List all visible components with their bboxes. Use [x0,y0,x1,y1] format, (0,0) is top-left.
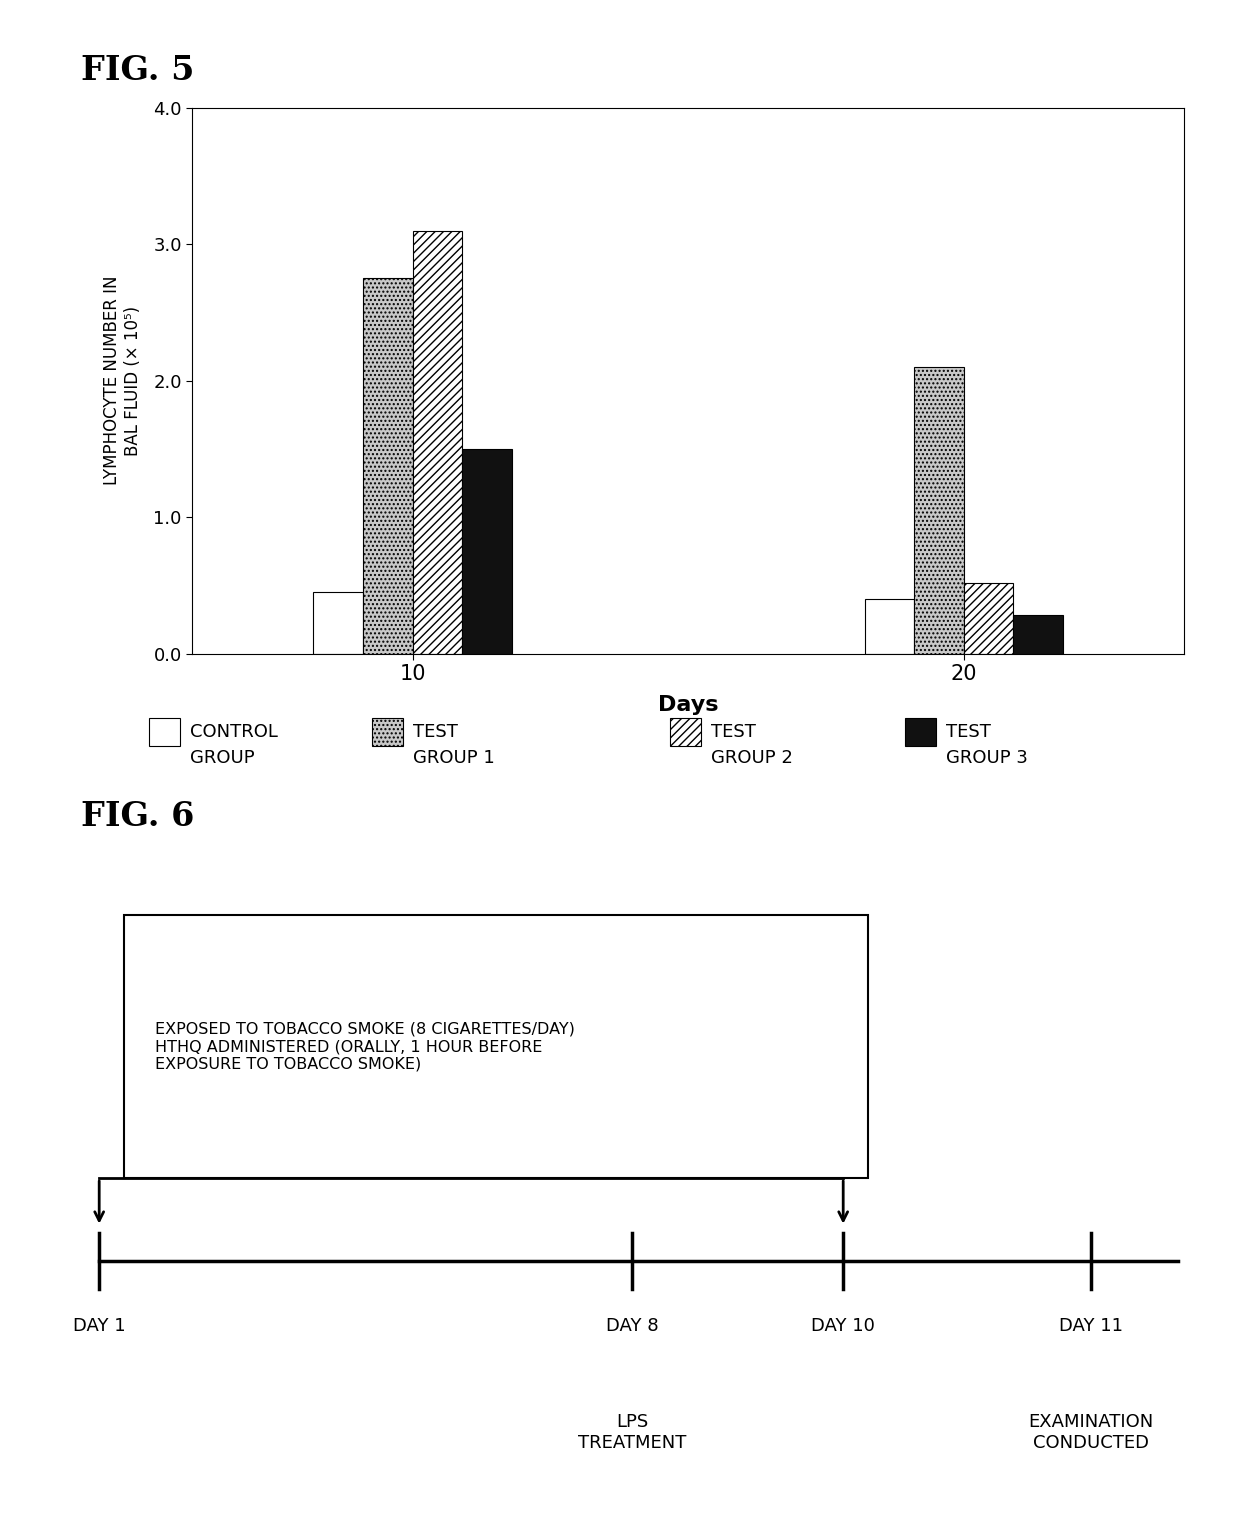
Text: DAY 10: DAY 10 [811,1317,875,1335]
Bar [914,368,963,654]
Text: TEST: TEST [946,723,991,741]
Text: FIG. 5: FIG. 5 [81,54,193,86]
Text: TEST: TEST [711,723,755,741]
Y-axis label: LYMPHOCYTE NUMBER IN
BAL FLUID (× 10⁵): LYMPHOCYTE NUMBER IN BAL FLUID (× 10⁵) [103,275,143,486]
Text: CONTROL: CONTROL [190,723,278,741]
Bar [1013,615,1063,654]
Bar [413,231,463,654]
Text: TEST: TEST [413,723,458,741]
Text: DAY 11: DAY 11 [1059,1317,1123,1335]
Text: DAY 1: DAY 1 [73,1317,125,1335]
Text: GROUP 3: GROUP 3 [946,749,1028,767]
Bar [124,915,868,1178]
Text: EXAMINATION
CONDUCTED: EXAMINATION CONDUCTED [1028,1413,1154,1452]
Text: GROUP 2: GROUP 2 [711,749,792,767]
Text: LPS
TREATMENT: LPS TREATMENT [578,1413,687,1452]
Text: FIG. 6: FIG. 6 [81,800,193,832]
Text: DAY 8: DAY 8 [606,1317,658,1335]
X-axis label: Days: Days [658,695,718,715]
Bar [463,449,512,654]
Bar [314,592,363,654]
Bar [963,583,1013,654]
Text: GROUP: GROUP [190,749,254,767]
Text: GROUP 1: GROUP 1 [413,749,495,767]
Text: EXPOSED TO TOBACCO SMOKE (8 CIGARETTES/DAY)
HTHQ ADMINISTERED (ORALLY, 1 HOUR BE: EXPOSED TO TOBACCO SMOKE (8 CIGARETTES/D… [155,1021,575,1072]
Bar [363,278,413,654]
Bar [864,600,914,654]
